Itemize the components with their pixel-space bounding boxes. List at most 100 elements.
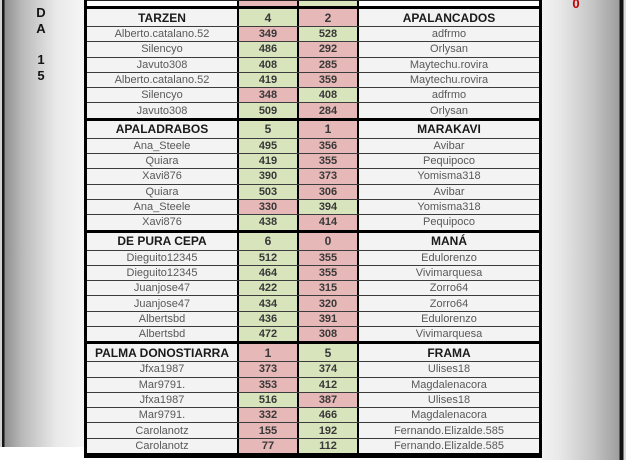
home-player-name: Xavi876 — [142, 216, 182, 229]
home-player-cell: Albertsbd — [87, 311, 239, 326]
home-team-score: 5 — [264, 122, 272, 137]
away-player-name: Ulises18 — [427, 393, 471, 406]
away-points: 355 — [318, 251, 338, 264]
home-team-name: TARZEN — [138, 10, 186, 25]
home-score-cell: 5 — [239, 120, 299, 138]
home-points-cell: 486 — [239, 42, 299, 57]
game-row: Albertsbd 472 308 Vivimarquesa — [87, 325, 539, 342]
away-points-cell: 285 — [299, 57, 359, 72]
away-team-score: 2 — [324, 10, 332, 25]
away-points: 359 — [318, 74, 338, 87]
home-player-cell: Dieguito12345 — [87, 250, 239, 265]
away-player-cell: Ulises18 — [359, 362, 539, 377]
away-points-cell: 320 — [299, 296, 359, 311]
away-player-name: Avibar — [433, 185, 465, 198]
home-points: 390 — [258, 170, 278, 183]
left-margin: D A 1 5 — [0, 0, 84, 447]
away-points: 112 — [319, 439, 337, 452]
away-points: 412 — [318, 378, 338, 391]
home-points-cell: 373 — [239, 362, 299, 377]
away-points-cell: 394 — [299, 199, 359, 215]
home-points-cell: 349 — [239, 27, 299, 42]
away-player-cell: Yomisma318 — [359, 199, 539, 215]
away-points: 414 — [318, 216, 338, 229]
away-points: 315 — [318, 282, 338, 295]
home-player-cell: Javuto308 — [87, 57, 239, 72]
home-points-cell: 434 — [239, 296, 299, 311]
home-points: 509 — [258, 104, 278, 117]
away-player-cell: Orlysan — [359, 42, 539, 57]
home-points: 512 — [258, 251, 278, 264]
away-player-name: adfrmo — [431, 28, 467, 41]
game-row: Alberto.catalano.52 419 359 Maytechu.rov… — [87, 71, 539, 88]
home-player-name: Albertsbd — [138, 312, 186, 325]
partial-row-top — [87, 0, 539, 6]
home-player-name: Quiara — [145, 185, 179, 198]
away-points: 355 — [318, 155, 338, 168]
home-points-cell: 438 — [239, 215, 299, 230]
home-points-cell: 419 — [239, 72, 299, 88]
match-header-row: DE PURA CEPA 6 0 MANÁ — [87, 232, 539, 250]
home-points-cell: 464 — [239, 265, 299, 281]
away-player-cell: Maytechu.rovira — [359, 57, 539, 72]
game-row: Carolanotz 155 192 Fernando.Elizalde.585 — [87, 422, 539, 438]
away-team-name: MARAKAVI — [417, 122, 481, 137]
home-points: 472 — [258, 328, 278, 341]
game-row: Dieguito12345 512 355 Edulorenzo — [87, 249, 539, 265]
home-player-cell: Albertsbd — [87, 326, 239, 342]
home-player-cell: Silencyo — [87, 88, 239, 103]
away-points-cell: 387 — [299, 392, 359, 408]
game-row: Juanjose47 434 320 Zorro64 — [87, 295, 539, 311]
away-player-cell: Pequipoco — [359, 154, 539, 169]
game-row: Jfxa1987 516 387 Ulises18 — [87, 391, 539, 408]
away-points-cell: 112 — [299, 438, 359, 454]
results-table: TARZEN 4 2 APALANCADOS Alberto.catalano.… — [84, 0, 542, 458]
match-section: TARZEN 4 2 APALANCADOS Alberto.catalano.… — [87, 6, 539, 118]
away-player-name: Vivimarquesa — [415, 266, 483, 279]
home-points: 436 — [258, 312, 278, 325]
away-points-cell: 315 — [299, 281, 359, 296]
game-row: Ana_Steele 495 356 Avibar — [87, 137, 539, 154]
home-player-cell: Quiara — [87, 184, 239, 199]
home-player-name: Dieguito12345 — [126, 266, 198, 279]
home-score-cell: 6 — [239, 232, 299, 250]
game-row: Ana_Steele 330 394 Yomisma318 — [87, 198, 539, 215]
game-row: Alberto.catalano.52 349 528 adfrmo — [87, 26, 539, 42]
home-points: 348 — [258, 89, 278, 102]
away-player-name: Pequipoco — [423, 216, 475, 229]
home-points-cell: 390 — [239, 169, 299, 184]
away-score-cell: 1 — [299, 120, 359, 138]
away-points: 356 — [318, 139, 338, 152]
home-points: 419 — [258, 155, 278, 168]
home-points: 516 — [258, 393, 278, 406]
home-player-cell: Xavi876 — [87, 215, 239, 230]
away-player-name: adfrmo — [431, 89, 467, 102]
away-points: 466 — [318, 409, 338, 422]
home-points: 353 — [258, 378, 278, 391]
home-player-name: Dieguito12345 — [126, 251, 198, 264]
home-player-name: Mar9791. — [138, 409, 186, 422]
away-player-name: Yomisma318 — [417, 170, 481, 183]
home-player-cell: Juanjose47 — [87, 296, 239, 311]
away-points: 355 — [318, 266, 338, 279]
game-row: Mar9791. 332 466 Magdalenacora — [87, 407, 539, 423]
home-team-name: APALADRABOS — [115, 122, 209, 137]
game-row: Dieguito12345 464 355 Vivimarquesa — [87, 264, 539, 281]
away-player-cell: Vivimarquesa — [359, 326, 539, 342]
home-player-cell: Jfxa1987 — [87, 392, 239, 408]
home-player-cell: Xavi876 — [87, 169, 239, 184]
home-points-cell: 419 — [239, 154, 299, 169]
away-player-name: Orlysan — [430, 104, 468, 117]
home-player-cell: Carolanotz — [87, 423, 239, 438]
away-player-name: Orlysan — [430, 43, 468, 56]
home-points: 349 — [258, 28, 278, 41]
home-team-score: 4 — [264, 10, 272, 25]
home-points: 438 — [258, 216, 278, 229]
home-points-cell: 503 — [239, 184, 299, 199]
away-points-cell: 292 — [299, 42, 359, 57]
away-points-cell: 408 — [299, 88, 359, 103]
away-points-cell: 355 — [299, 265, 359, 281]
home-player-cell: Ana_Steele — [87, 138, 239, 154]
away-player-name: Fernando.Elizalde.585 — [393, 439, 505, 452]
game-rows: Alberto.catalano.52 349 528 adfrmo Silen… — [87, 26, 539, 118]
